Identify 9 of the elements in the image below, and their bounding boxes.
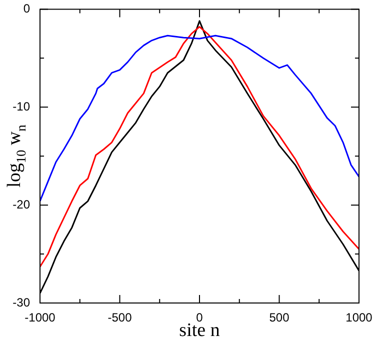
x-tick-label: 500: [269, 310, 290, 325]
y-tick-label: -10: [12, 99, 30, 114]
y-tick-label: -20: [12, 197, 30, 212]
x-tick-label: -500: [108, 310, 132, 325]
y-tick-label: 0: [23, 2, 30, 16]
y-tick-label: -30: [12, 295, 30, 310]
y-axis-title: log10 wn: [4, 124, 29, 188]
x-tick-label: 1000: [346, 310, 373, 325]
x-tick-label: -1000: [24, 310, 56, 325]
